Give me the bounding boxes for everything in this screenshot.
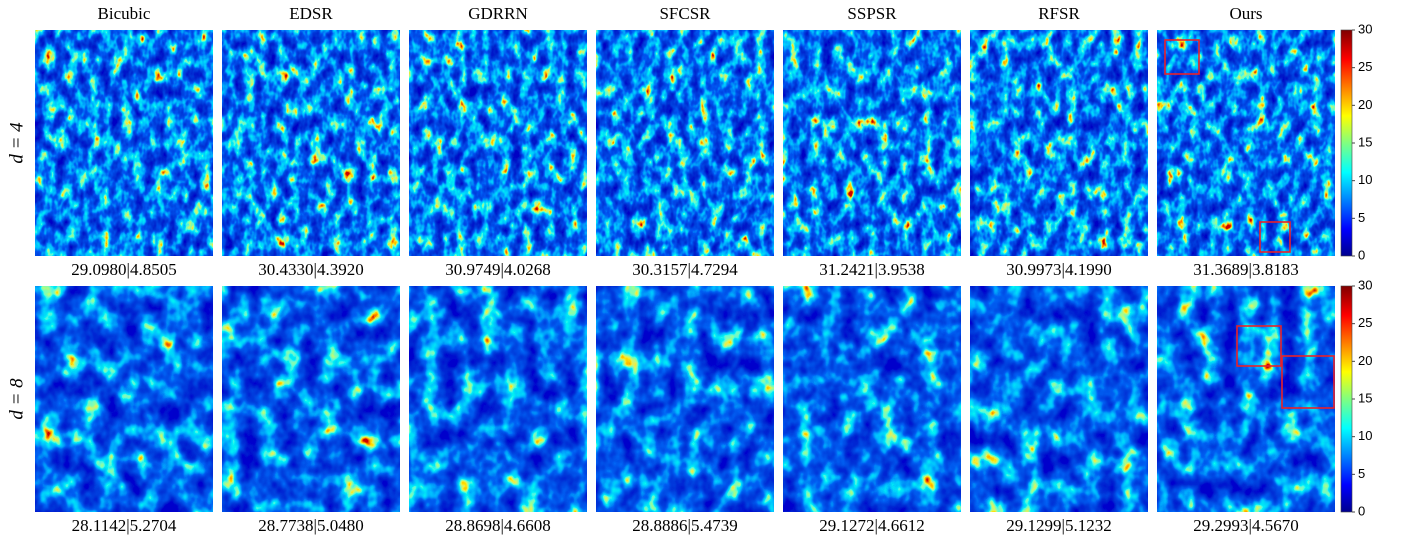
- error-map: [596, 30, 774, 256]
- column-title: GDRRN: [468, 4, 528, 23]
- colorbar: [1340, 285, 1353, 513]
- colorbar-tick-label: 0: [1358, 503, 1365, 518]
- error-map: [409, 286, 587, 512]
- error-map: [35, 286, 213, 512]
- error-map: [222, 30, 400, 256]
- error-map: [783, 286, 961, 512]
- error-map: [970, 30, 1148, 256]
- score-caption: 28.8886|5.4739: [632, 516, 737, 535]
- score-caption: 28.7738|5.0480: [258, 516, 363, 535]
- colorbar-tick-label: 30: [1358, 277, 1372, 292]
- column-title: Ours: [1229, 4, 1262, 23]
- error-map: [783, 30, 961, 256]
- column-title: EDSR: [289, 4, 333, 23]
- score-caption: 28.1142|5.2704: [72, 516, 177, 535]
- colorbar-tick-label: 30: [1358, 21, 1372, 36]
- score-caption: 29.1299|5.1232: [1006, 516, 1111, 535]
- score-caption: 30.3157|4.7294: [632, 260, 738, 279]
- colorbar-tick-label: 0: [1358, 247, 1365, 262]
- zoom-box: [1281, 355, 1335, 409]
- colorbar: [1340, 29, 1353, 257]
- colorbar-tick-label: 5: [1358, 210, 1365, 225]
- zoom-box: [1164, 39, 1200, 75]
- score-caption: 29.0980|4.8505: [71, 260, 176, 279]
- colorbar-tick-label: 10: [1358, 172, 1372, 187]
- colorbar-tick-label: 25: [1358, 315, 1372, 330]
- colorbar-tick-label: 20: [1358, 353, 1372, 368]
- error-map: [1157, 286, 1335, 512]
- score-caption: 31.2421|3.9538: [819, 260, 924, 279]
- colorbar-tick-label: 15: [1358, 134, 1372, 149]
- colorbar-tick-label: 15: [1358, 390, 1372, 405]
- score-caption: 30.4330|4.3920: [258, 260, 363, 279]
- colorbar-tick-label: 5: [1358, 466, 1365, 481]
- error-map: [222, 286, 400, 512]
- score-caption: 28.8698|4.6608: [445, 516, 550, 535]
- column-title: SSPSR: [847, 4, 897, 23]
- error-map: [1157, 30, 1335, 256]
- score-caption: 30.9749|4.0268: [445, 260, 550, 279]
- score-caption: 29.1272|4.6612: [819, 516, 924, 535]
- colorbar-tick-label: 25: [1358, 59, 1372, 74]
- score-caption: 31.3689|3.8183: [1193, 260, 1298, 279]
- error-map: [596, 286, 774, 512]
- zoom-box: [1259, 221, 1291, 253]
- colorbar-tick-label: 20: [1358, 97, 1372, 112]
- colorbar-tick-label: 10: [1358, 428, 1372, 443]
- row-label: d = 8: [6, 378, 27, 420]
- row-label: d = 4: [6, 122, 27, 164]
- error-map: [35, 30, 213, 256]
- error-map: [970, 286, 1148, 512]
- column-title: RFSR: [1038, 4, 1080, 23]
- error-map: [409, 30, 587, 256]
- column-title: Bicubic: [98, 4, 151, 23]
- column-title: SFCSR: [659, 4, 711, 23]
- score-caption: 30.9973|4.1990: [1006, 260, 1111, 279]
- zoom-box: [1236, 325, 1282, 367]
- score-caption: 29.2993|4.5670: [1193, 516, 1298, 535]
